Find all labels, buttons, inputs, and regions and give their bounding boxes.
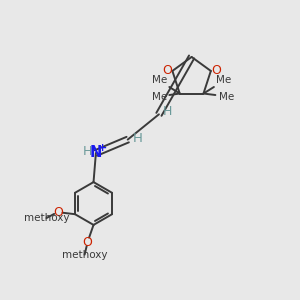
Text: Me: Me <box>219 92 234 101</box>
Text: H: H <box>83 145 92 158</box>
Text: methoxy: methoxy <box>62 250 107 260</box>
Text: N: N <box>90 146 102 160</box>
Text: O: O <box>211 64 221 76</box>
Text: H: H <box>133 132 143 145</box>
Text: O: O <box>82 236 92 249</box>
Text: methoxy: methoxy <box>24 213 69 223</box>
Text: O: O <box>53 206 63 219</box>
Text: +: + <box>98 142 107 153</box>
Text: H: H <box>163 105 172 118</box>
Text: Me: Me <box>152 75 167 85</box>
Text: Me: Me <box>152 92 167 101</box>
Text: Me: Me <box>216 75 231 85</box>
Text: O: O <box>162 64 172 76</box>
